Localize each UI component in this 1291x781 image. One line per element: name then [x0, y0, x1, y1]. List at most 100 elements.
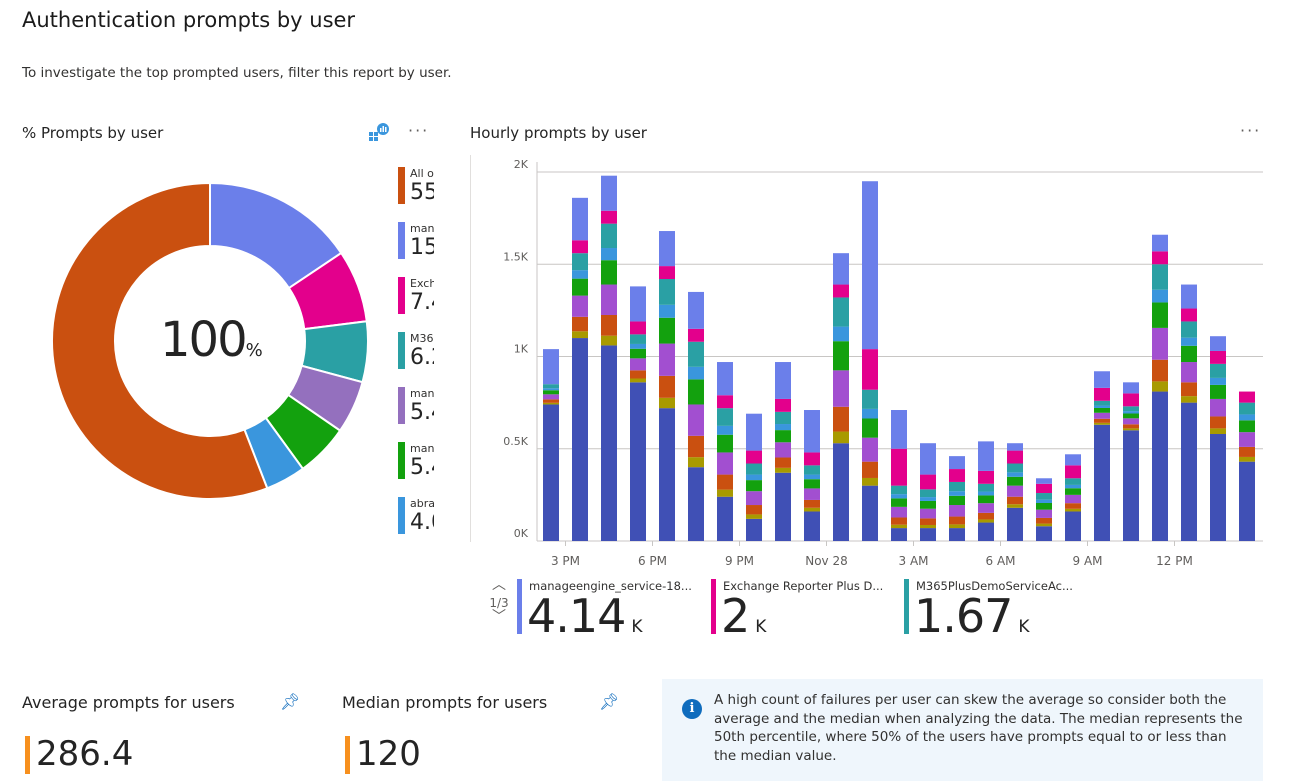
bar-segment[interactable] — [659, 343, 675, 376]
bar-segment[interactable] — [659, 266, 675, 280]
bar-segment[interactable] — [1181, 402, 1197, 541]
bar-segment[interactable] — [1007, 485, 1023, 497]
bar-segment[interactable] — [920, 443, 936, 475]
bar-segment[interactable] — [601, 248, 617, 261]
bar-segment[interactable] — [1094, 418, 1110, 423]
bar-segment[interactable] — [1007, 443, 1023, 451]
bar-segment[interactable] — [862, 485, 878, 541]
bar-segment[interactable] — [1007, 476, 1023, 486]
bar-segment[interactable] — [543, 399, 559, 403]
bar-segment[interactable] — [1181, 345, 1197, 363]
bar-segment[interactable] — [920, 528, 936, 541]
bar-segment[interactable] — [775, 457, 791, 468]
series-legend-item[interactable]: manageengine_service-18... 4.14 K — [517, 579, 707, 643]
bar-segment[interactable] — [978, 503, 994, 513]
bar-segment[interactable] — [891, 506, 907, 518]
bar-segment[interactable] — [1210, 363, 1226, 378]
bar-segment[interactable] — [630, 358, 646, 371]
bar-segment[interactable] — [659, 397, 675, 409]
bar-segment[interactable] — [920, 524, 936, 529]
pin-icon[interactable]: 📌︎ — [280, 692, 301, 711]
bar-segment[interactable] — [1123, 382, 1139, 394]
bar-segment[interactable] — [1065, 508, 1081, 512]
bar-segment[interactable] — [1094, 407, 1110, 413]
bar-segment[interactable] — [949, 505, 965, 517]
bar-segment[interactable] — [1210, 350, 1226, 364]
bar-segment[interactable] — [920, 489, 936, 498]
bar-segment[interactable] — [862, 477, 878, 486]
bar-segment[interactable] — [1239, 432, 1255, 447]
bar-segment[interactable] — [688, 457, 704, 468]
bar-segment[interactable] — [543, 388, 559, 391]
bar-segment[interactable] — [775, 362, 791, 399]
bar-segment[interactable] — [630, 382, 646, 541]
bar-segment[interactable] — [1152, 327, 1168, 360]
bar-segment[interactable] — [746, 514, 762, 519]
bar-segment[interactable] — [978, 512, 994, 520]
bar-segment[interactable] — [1094, 412, 1110, 419]
bar-segment[interactable] — [862, 181, 878, 350]
bar-segment[interactable] — [572, 253, 588, 271]
bar-segment[interactable] — [775, 430, 791, 443]
bar-segment[interactable] — [1036, 483, 1052, 494]
bar-segment[interactable] — [862, 349, 878, 390]
bar-segment[interactable] — [891, 498, 907, 507]
bar-segment[interactable] — [949, 524, 965, 529]
bar-segment[interactable] — [978, 522, 994, 541]
bar-segment[interactable] — [630, 378, 646, 383]
bar-segment[interactable] — [630, 370, 646, 379]
bar-segment[interactable] — [862, 437, 878, 462]
bar-segment[interactable] — [1065, 494, 1081, 504]
bar-segment[interactable] — [891, 524, 907, 529]
donut-legend-item[interactable]: All o 55 — [398, 167, 434, 207]
bar-segment[interactable] — [601, 260, 617, 285]
bar-segment[interactable] — [688, 404, 704, 436]
bar-segment[interactable] — [949, 469, 965, 482]
bar-segment[interactable] — [891, 517, 907, 525]
bar-segment[interactable] — [920, 508, 936, 519]
bar-segment[interactable] — [1094, 405, 1110, 408]
bar-segment[interactable] — [775, 472, 791, 541]
bar-segment[interactable] — [659, 408, 675, 541]
bar-segment[interactable] — [949, 481, 965, 492]
bar-segment[interactable] — [833, 370, 849, 407]
bar-segment[interactable] — [862, 408, 878, 419]
bar-segment[interactable] — [1210, 428, 1226, 434]
bar-segment[interactable] — [1239, 391, 1255, 403]
bar-segment[interactable] — [1094, 371, 1110, 388]
bar-segment[interactable] — [688, 328, 704, 342]
bar-segment[interactable] — [746, 474, 762, 481]
bar-segment[interactable] — [1239, 456, 1255, 462]
bar-segment[interactable] — [804, 488, 820, 500]
bar-segment[interactable] — [630, 321, 646, 335]
bar-segment[interactable] — [1094, 400, 1110, 406]
bar-segment[interactable] — [1210, 433, 1226, 541]
bar-segment[interactable] — [1239, 402, 1255, 415]
bar-segment[interactable] — [804, 410, 820, 453]
bar-segment[interactable] — [601, 210, 617, 224]
bar-segment[interactable] — [1065, 454, 1081, 466]
donut-more-button[interactable]: ··· — [408, 121, 430, 140]
bar-segment[interactable] — [1210, 377, 1226, 385]
bar-segment[interactable] — [833, 341, 849, 371]
bar-segment[interactable] — [601, 284, 617, 315]
bar-segment[interactable] — [746, 518, 762, 541]
bar-segment[interactable] — [1123, 430, 1139, 541]
bar-segment[interactable] — [601, 175, 617, 211]
bar-segment[interactable] — [891, 494, 907, 499]
bar-segment[interactable] — [717, 362, 733, 396]
bar-segment[interactable] — [1239, 420, 1255, 433]
bar-segment[interactable] — [1239, 446, 1255, 457]
bar-segment[interactable] — [572, 197, 588, 241]
bar-segment[interactable] — [688, 366, 704, 380]
bar-segment[interactable] — [746, 450, 762, 464]
bar-segment[interactable] — [746, 505, 762, 515]
bar-segment[interactable] — [717, 408, 733, 426]
bar-segment[interactable] — [601, 314, 617, 336]
bar-segment[interactable] — [572, 295, 588, 317]
bar-segment[interactable] — [746, 413, 762, 451]
bar-segment[interactable] — [1152, 289, 1168, 303]
bar-segment[interactable] — [1123, 424, 1139, 429]
bar-segment[interactable] — [1123, 411, 1139, 414]
bar-segment[interactable] — [1007, 463, 1023, 473]
